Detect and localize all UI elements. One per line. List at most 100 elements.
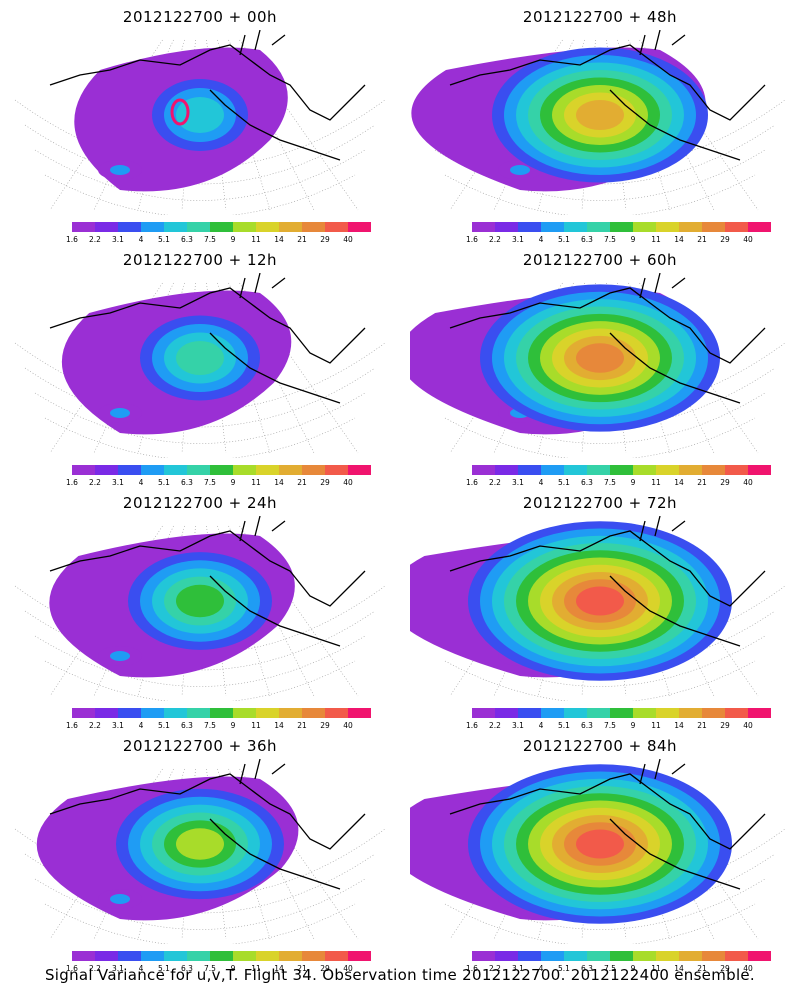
colorbar-swatch xyxy=(633,222,656,232)
colorbar-swatch xyxy=(302,708,325,718)
colorbar-tick-label: 2.2 xyxy=(89,721,101,730)
map-panel-60h: 2012122700 + 60h 1.6 2.2 3.1 4 5.1 6.3 7.5 9 11 1… xyxy=(410,243,790,487)
colorbar-tick-label: 7.5 xyxy=(204,235,216,244)
colorbar-swatch xyxy=(633,708,656,718)
colorbar-tick-label: 11 xyxy=(251,235,261,244)
colorbar-swatch xyxy=(495,708,518,718)
map-panel-24h: 2012122700 + 24h 1.6 2.2 3.1 4 5.1 6.3 7.5 9 11 1… xyxy=(10,486,390,730)
colorbar-swatch xyxy=(72,951,95,961)
colorbar-swatch xyxy=(233,465,256,475)
colorbar-tick-label: 14 xyxy=(674,721,684,730)
colorbar-tick-label: 40 xyxy=(343,235,353,244)
variance-field xyxy=(410,284,720,435)
colorbar-swatch xyxy=(587,222,610,232)
colorbar-tick-label: 11 xyxy=(251,478,261,487)
colorbar-swatch xyxy=(495,465,518,475)
colorbar-swatch xyxy=(348,951,371,961)
colorbar-tick-label: 29 xyxy=(320,235,330,244)
colorbar-tick-label: 21 xyxy=(297,721,307,730)
colorbar-swatch xyxy=(95,708,118,718)
colorbar-swatch xyxy=(679,708,702,718)
colorbar-tick-label: 7.5 xyxy=(604,478,616,487)
colorbar-tick-label: 29 xyxy=(320,964,330,973)
map-panel-00h: 2012122700 + 00h 1.6 2.2 3.1 4 5.1 6.3 7.5 9 11 1… xyxy=(10,0,390,244)
colorbar-swatch xyxy=(72,465,95,475)
colorbar-swatch xyxy=(164,708,187,718)
variance-map xyxy=(410,273,786,458)
colorbar-tick-label: 3.1 xyxy=(112,964,124,973)
colorbar-tick-label: 2.2 xyxy=(489,964,501,973)
coastline xyxy=(209,818,341,890)
panel-title: 2012122700 + 84h xyxy=(522,737,678,755)
colorbar-labels: 1.6 2.2 3.1 4 5.1 6.3 7.5 9 11 14 21 29 40 xyxy=(66,721,372,731)
colorbar-tick-label: 21 xyxy=(697,964,707,973)
colorbar-tick-label: 5.1 xyxy=(158,964,170,973)
colorbar-swatch xyxy=(187,708,210,718)
colorbar-tick-label: 6.3 xyxy=(581,478,593,487)
colorbar-tick-label: 9 xyxy=(630,721,636,730)
colorbar-tick-label: 29 xyxy=(320,721,330,730)
colorbar-tick-label: 14 xyxy=(274,721,284,730)
coastline xyxy=(449,516,766,607)
colorbar-tick-label: 1.6 xyxy=(466,235,478,244)
colorbar-tick-label: 29 xyxy=(720,478,730,487)
colorbar-tick-label: 11 xyxy=(651,235,661,244)
colorbar-swatch xyxy=(495,222,518,232)
coastline xyxy=(449,759,766,850)
colorbar-swatch xyxy=(256,465,279,475)
colorbar xyxy=(472,708,771,718)
colorbar-tick-label: 4 xyxy=(138,235,144,244)
colorbar-tick-label: 9 xyxy=(630,235,636,244)
colorbar-tick-label: 7.5 xyxy=(604,235,616,244)
colorbar-swatch xyxy=(325,222,348,232)
colorbar-tick-label: 21 xyxy=(697,235,707,244)
colorbar-swatch xyxy=(72,708,95,718)
colorbar-tick-label: 40 xyxy=(743,478,753,487)
colorbar-labels: 1.6 2.2 3.1 4 5.1 6.3 7.5 9 11 14 21 29 40 xyxy=(466,235,772,245)
colorbar-tick-label: 21 xyxy=(697,721,707,730)
coastline xyxy=(609,575,741,647)
colorbar-swatch xyxy=(564,222,587,232)
colorbar-tick-label: 14 xyxy=(674,478,684,487)
colorbar-tick-label: 2.2 xyxy=(89,235,101,244)
colorbar-swatch xyxy=(256,222,279,232)
colorbar-swatch xyxy=(472,465,495,475)
colorbar-tick-label: 6.3 xyxy=(581,235,593,244)
colorbar-swatch xyxy=(279,465,302,475)
colorbar-tick-label: 2.2 xyxy=(89,964,101,973)
colorbar-swatch xyxy=(610,222,633,232)
colorbar-tick-label: 5.1 xyxy=(558,964,570,973)
coastline xyxy=(209,332,341,404)
colorbar-tick-label: 6.3 xyxy=(181,964,193,973)
colorbar-swatch xyxy=(472,951,495,961)
colorbar-tick-label: 14 xyxy=(674,964,684,973)
colorbar-swatch xyxy=(725,708,748,718)
colorbar-swatch xyxy=(610,465,633,475)
coastline xyxy=(49,516,366,607)
colorbar-tick-label: 7.5 xyxy=(604,964,616,973)
colorbar-tick-label: 4 xyxy=(538,721,544,730)
variance-map xyxy=(410,516,786,701)
colorbar-swatch xyxy=(541,951,564,961)
coastline xyxy=(209,575,341,647)
colorbar-tick-label: 14 xyxy=(274,964,284,973)
colorbar-tick-label: 1.6 xyxy=(66,478,78,487)
colorbar-tick-label: 6.3 xyxy=(181,235,193,244)
colorbar-swatch xyxy=(187,951,210,961)
colorbar-tick-label: 2.2 xyxy=(489,721,501,730)
colorbar-tick-label: 4 xyxy=(538,964,544,973)
colorbar-swatch xyxy=(633,465,656,475)
colorbar-swatch xyxy=(302,465,325,475)
colorbar-swatch xyxy=(164,465,187,475)
colorbar-swatch xyxy=(702,465,725,475)
variance-field xyxy=(410,521,732,681)
coastline xyxy=(49,30,366,121)
panel-title: 2012122700 + 60h xyxy=(522,251,678,269)
colorbar-swatch xyxy=(633,951,656,961)
colorbar-swatch xyxy=(164,951,187,961)
colorbar-tick-label: 40 xyxy=(343,478,353,487)
colorbar-swatch xyxy=(141,951,164,961)
variance-field xyxy=(411,47,708,192)
colorbar-tick-label: 2.2 xyxy=(489,235,501,244)
coastline xyxy=(449,273,766,364)
